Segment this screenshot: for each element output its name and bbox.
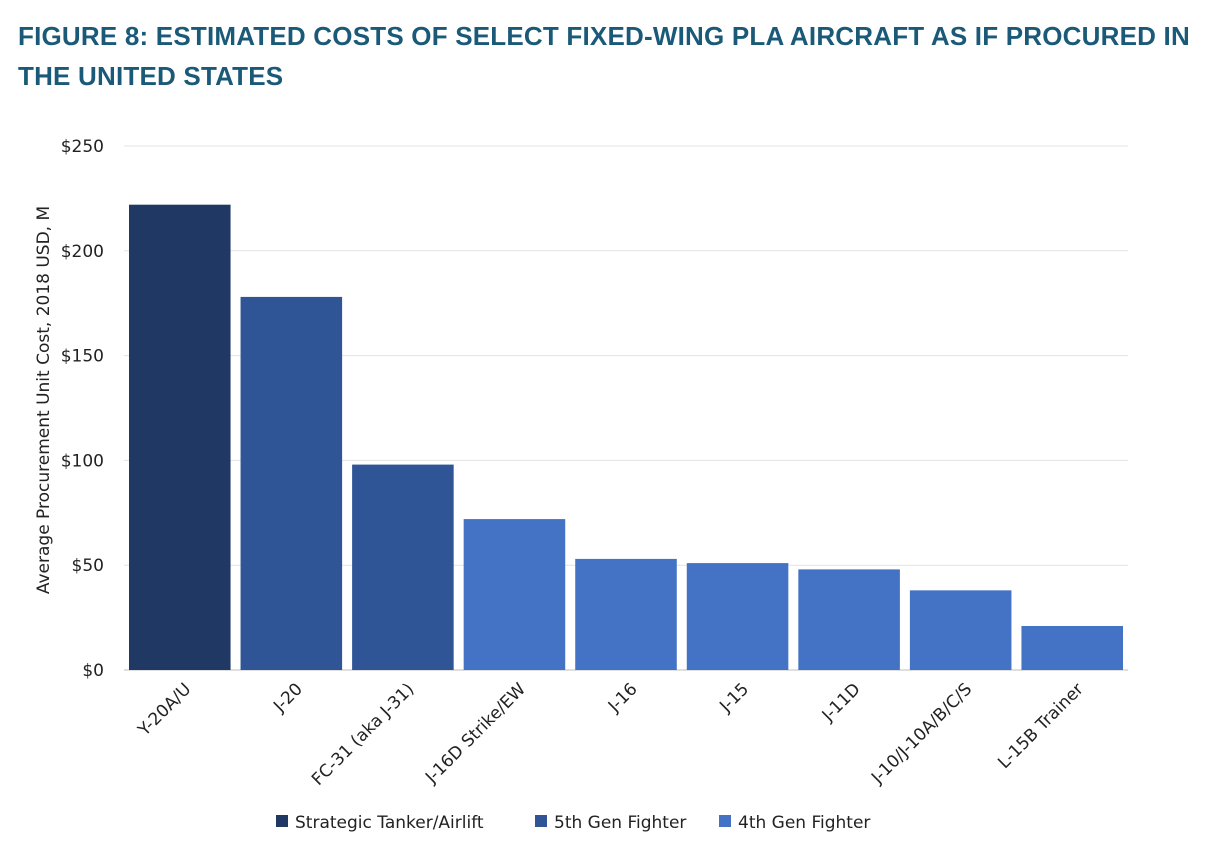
- bar: [1021, 625, 1123, 670]
- x-tick-label: L-15B Trainer: [994, 679, 1088, 773]
- bar: [686, 563, 789, 670]
- bar: [352, 464, 454, 670]
- bar: [463, 519, 566, 670]
- x-tick-label: FC-31 (aka J-31): [308, 679, 418, 789]
- chart-title: FIGURE 8: ESTIMATED COSTS OF SELECT FIXE…: [18, 21, 1190, 91]
- x-tick-label: J-15: [715, 679, 753, 717]
- y-tick-label: $0: [82, 661, 104, 681]
- bar: [575, 558, 677, 670]
- bar: [909, 590, 1012, 670]
- x-tick-label: J-16D Strike/EW: [421, 679, 530, 788]
- legend-swatch: [719, 815, 731, 827]
- bar: [240, 296, 343, 670]
- legend-entry: 4th Gen Fighter: [738, 813, 870, 833]
- bar: [798, 569, 900, 670]
- x-tick-label: J-20: [269, 679, 307, 717]
- legend-swatch: [276, 815, 288, 827]
- x-axis-ticks: Y-20A/U J-20 FC-31 (aka J-31) J-16D Strike/…: [134, 679, 1088, 789]
- legend-swatch: [535, 815, 547, 827]
- x-tick-label: J-10/J-10A/B/C/S: [867, 679, 976, 788]
- x-tick-label: J-11D: [818, 679, 865, 726]
- y-axis-label: Average Procurement Unit Cost, 2018 USD,…: [34, 206, 54, 594]
- bar: [129, 204, 231, 671]
- y-tick-label: $150: [61, 347, 104, 367]
- y-tick-label: $250: [61, 137, 104, 157]
- legend-entry: 5th Gen Fighter: [554, 813, 686, 833]
- x-tick-label: J-16: [604, 679, 642, 717]
- y-tick-label: $50: [72, 556, 104, 576]
- y-axis-ticks: $0 $50 $100 $150 $200 $250: [61, 137, 104, 681]
- legend-entry: Strategic Tanker/Airlift: [295, 813, 484, 833]
- y-tick-label: $200: [61, 242, 104, 262]
- x-tick-label: Y-20A/U: [134, 679, 195, 740]
- legend: Strategic Tanker/Airlift 5th Gen Fighter 4…: [276, 813, 870, 833]
- bars: [129, 204, 1123, 671]
- y-tick-label: $100: [61, 451, 104, 471]
